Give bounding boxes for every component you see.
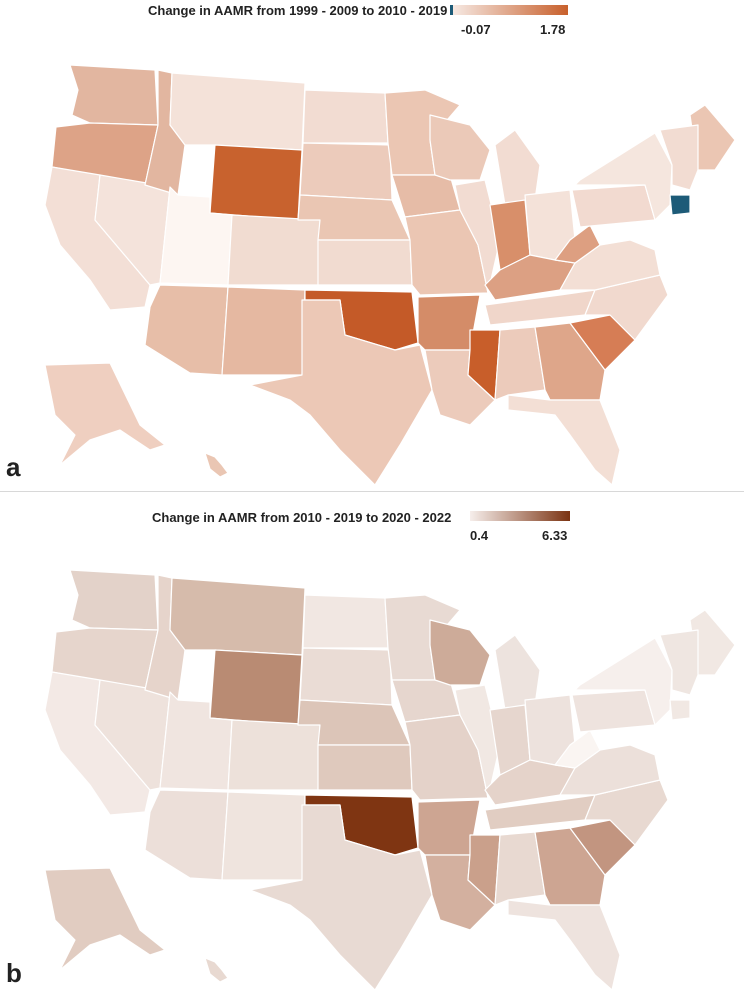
state-ut-a <box>159 186 233 286</box>
state-wa-a <box>69 64 159 126</box>
us-map-b <box>44 569 736 990</box>
state-al-a <box>494 326 546 401</box>
state-ak-a <box>44 362 166 466</box>
state-sd-a <box>299 142 393 201</box>
state-va-a <box>559 239 661 291</box>
legend-title-a: Change in AAMR from 1999 - 2009 to 2010 … <box>148 3 448 18</box>
state-pa-b <box>571 689 656 733</box>
state-ne-region-a <box>659 124 699 191</box>
state-az-a <box>144 284 229 376</box>
legend-gradient-b <box>470 511 570 521</box>
state-il-a <box>454 179 501 294</box>
state-wy-b <box>209 649 303 726</box>
state-tx-b <box>249 804 433 990</box>
state-nm-a <box>221 286 306 376</box>
state-wv-b <box>554 729 601 769</box>
panel-letter-a: a <box>6 452 21 482</box>
legend-min-b: 0.4 <box>470 528 489 543</box>
state-mt-a <box>169 72 306 151</box>
state-nm-b <box>221 791 306 881</box>
panel-letter-b: b <box>6 958 22 988</box>
legend-max-a: 1.78 <box>540 22 566 37</box>
state-hi-b <box>204 957 229 983</box>
state-fl-b <box>507 899 621 990</box>
state-wy-a <box>209 144 303 221</box>
state-ak-b <box>44 867 166 971</box>
state-hi-a <box>204 452 229 478</box>
state-az-b <box>144 789 229 881</box>
panel-a: Change in AAMR from 1999 - 2009 to 2010 … <box>0 0 744 490</box>
state-nd-a <box>302 89 389 144</box>
state-ny-a <box>574 132 673 221</box>
state-co-b <box>227 719 321 791</box>
state-co-a <box>227 214 321 286</box>
state-sd-b <box>299 647 393 706</box>
state-wv-a <box>554 224 601 264</box>
panel-divider <box>0 491 744 492</box>
legend-max-b: 6.33 <box>542 528 568 543</box>
state-va-b <box>559 744 661 796</box>
state-nd-b <box>302 594 389 649</box>
state-wa-b <box>69 569 159 631</box>
state-ne-region-b <box>659 629 699 696</box>
legend-gradient-a <box>450 5 568 15</box>
us-map-a <box>44 64 736 485</box>
state-ny-b <box>574 637 673 726</box>
state-fl-a <box>507 394 621 485</box>
state-pa-a <box>571 184 656 228</box>
legend-title-b: Change in AAMR from 2010 - 2019 to 2020 … <box>152 510 452 525</box>
state-ms-b <box>467 834 501 906</box>
state-wi-a <box>429 114 491 181</box>
state-wi-b <box>429 619 491 686</box>
state-ks-b <box>317 744 413 791</box>
state-ms-a <box>467 329 501 401</box>
state-ut-b <box>159 691 233 791</box>
state-mt-b <box>169 577 306 656</box>
state-al-b <box>494 831 546 906</box>
state-tx-a <box>249 299 433 485</box>
legend-negative-swatch-a <box>450 5 453 15</box>
panel-b: Change in AAMR from 2010 - 2019 to 2020 … <box>0 494 744 996</box>
state-ct-b <box>669 699 691 721</box>
state-ks-a <box>317 239 413 286</box>
legend-min-a: -0.07 <box>461 22 491 37</box>
state-il-b <box>454 684 501 799</box>
state-ct-a <box>669 194 691 216</box>
